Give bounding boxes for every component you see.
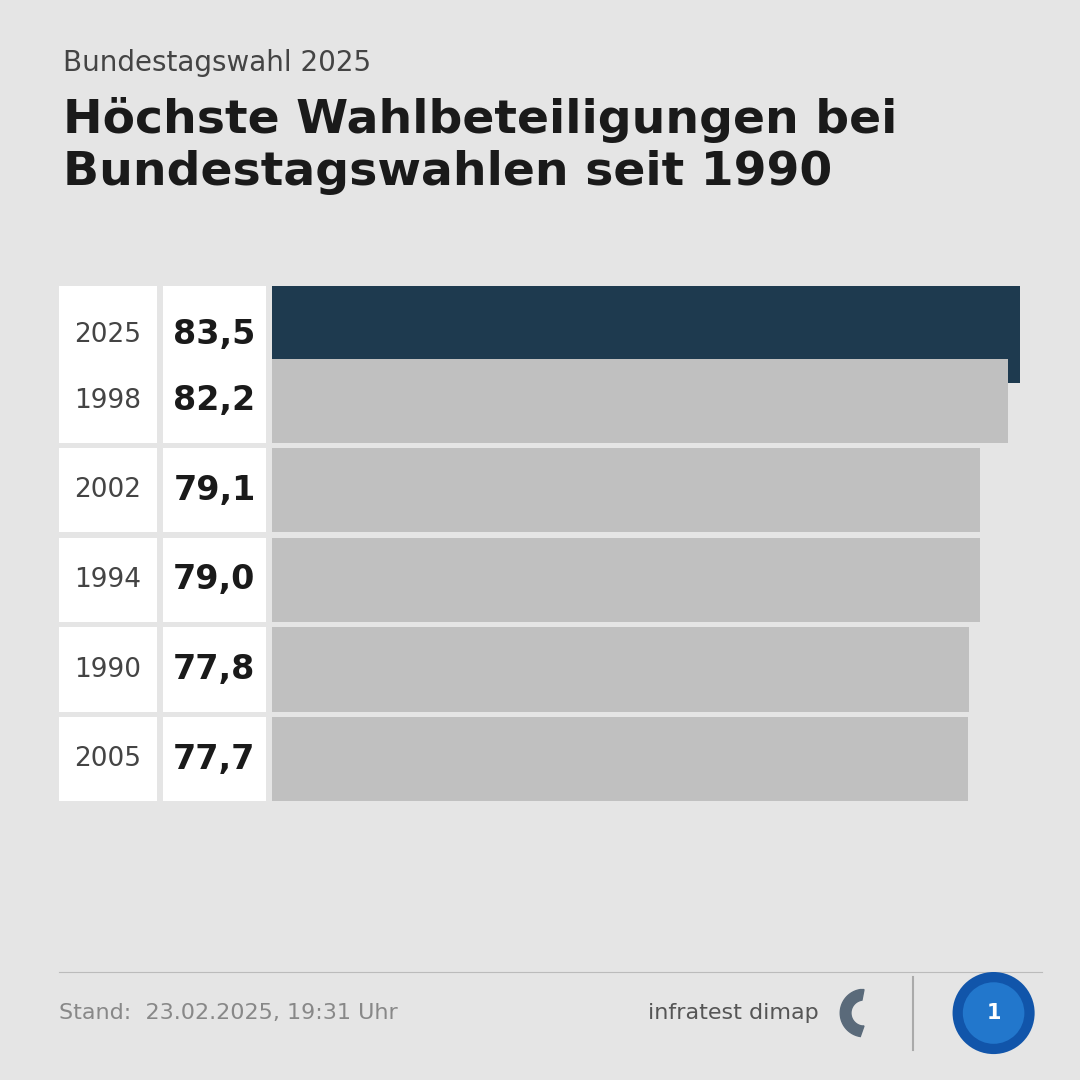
- Text: 2005: 2005: [75, 746, 141, 772]
- Polygon shape: [840, 989, 864, 1037]
- Text: 83,5: 83,5: [173, 319, 256, 351]
- FancyBboxPatch shape: [272, 448, 981, 532]
- FancyBboxPatch shape: [163, 717, 266, 801]
- Text: 79,0: 79,0: [173, 564, 256, 596]
- FancyBboxPatch shape: [59, 538, 157, 622]
- FancyBboxPatch shape: [272, 359, 1008, 443]
- Text: 1: 1: [986, 1003, 1001, 1023]
- Text: 79,1: 79,1: [173, 474, 256, 507]
- Text: Stand:  23.02.2025, 19:31 Uhr: Stand: 23.02.2025, 19:31 Uhr: [59, 1003, 399, 1023]
- Circle shape: [963, 983, 1025, 1043]
- Text: 77,8: 77,8: [173, 653, 256, 686]
- FancyBboxPatch shape: [272, 286, 1020, 383]
- FancyBboxPatch shape: [272, 717, 968, 801]
- Text: 1994: 1994: [75, 567, 141, 593]
- Circle shape: [953, 972, 1035, 1054]
- Text: 2002: 2002: [75, 477, 141, 503]
- FancyBboxPatch shape: [59, 717, 157, 801]
- FancyBboxPatch shape: [59, 359, 157, 443]
- FancyBboxPatch shape: [272, 627, 969, 712]
- Text: 1990: 1990: [75, 657, 141, 683]
- FancyBboxPatch shape: [163, 627, 266, 712]
- FancyBboxPatch shape: [163, 538, 266, 622]
- Text: infratest dimap: infratest dimap: [648, 1003, 819, 1023]
- FancyBboxPatch shape: [59, 448, 157, 532]
- FancyBboxPatch shape: [163, 286, 266, 383]
- FancyBboxPatch shape: [163, 448, 266, 532]
- Text: 77,7: 77,7: [173, 743, 256, 775]
- Text: 82,2: 82,2: [173, 384, 256, 417]
- Text: Bundestagswahl 2025: Bundestagswahl 2025: [63, 49, 370, 77]
- FancyBboxPatch shape: [59, 627, 157, 712]
- Text: 1998: 1998: [75, 388, 141, 414]
- FancyBboxPatch shape: [163, 359, 266, 443]
- FancyBboxPatch shape: [59, 286, 157, 383]
- FancyBboxPatch shape: [272, 538, 980, 622]
- Text: Höchste Wahlbeteiligungen bei
Bundestagswahlen seit 1990: Höchste Wahlbeteiligungen bei Bundestags…: [63, 97, 897, 195]
- Text: 2025: 2025: [75, 322, 141, 348]
